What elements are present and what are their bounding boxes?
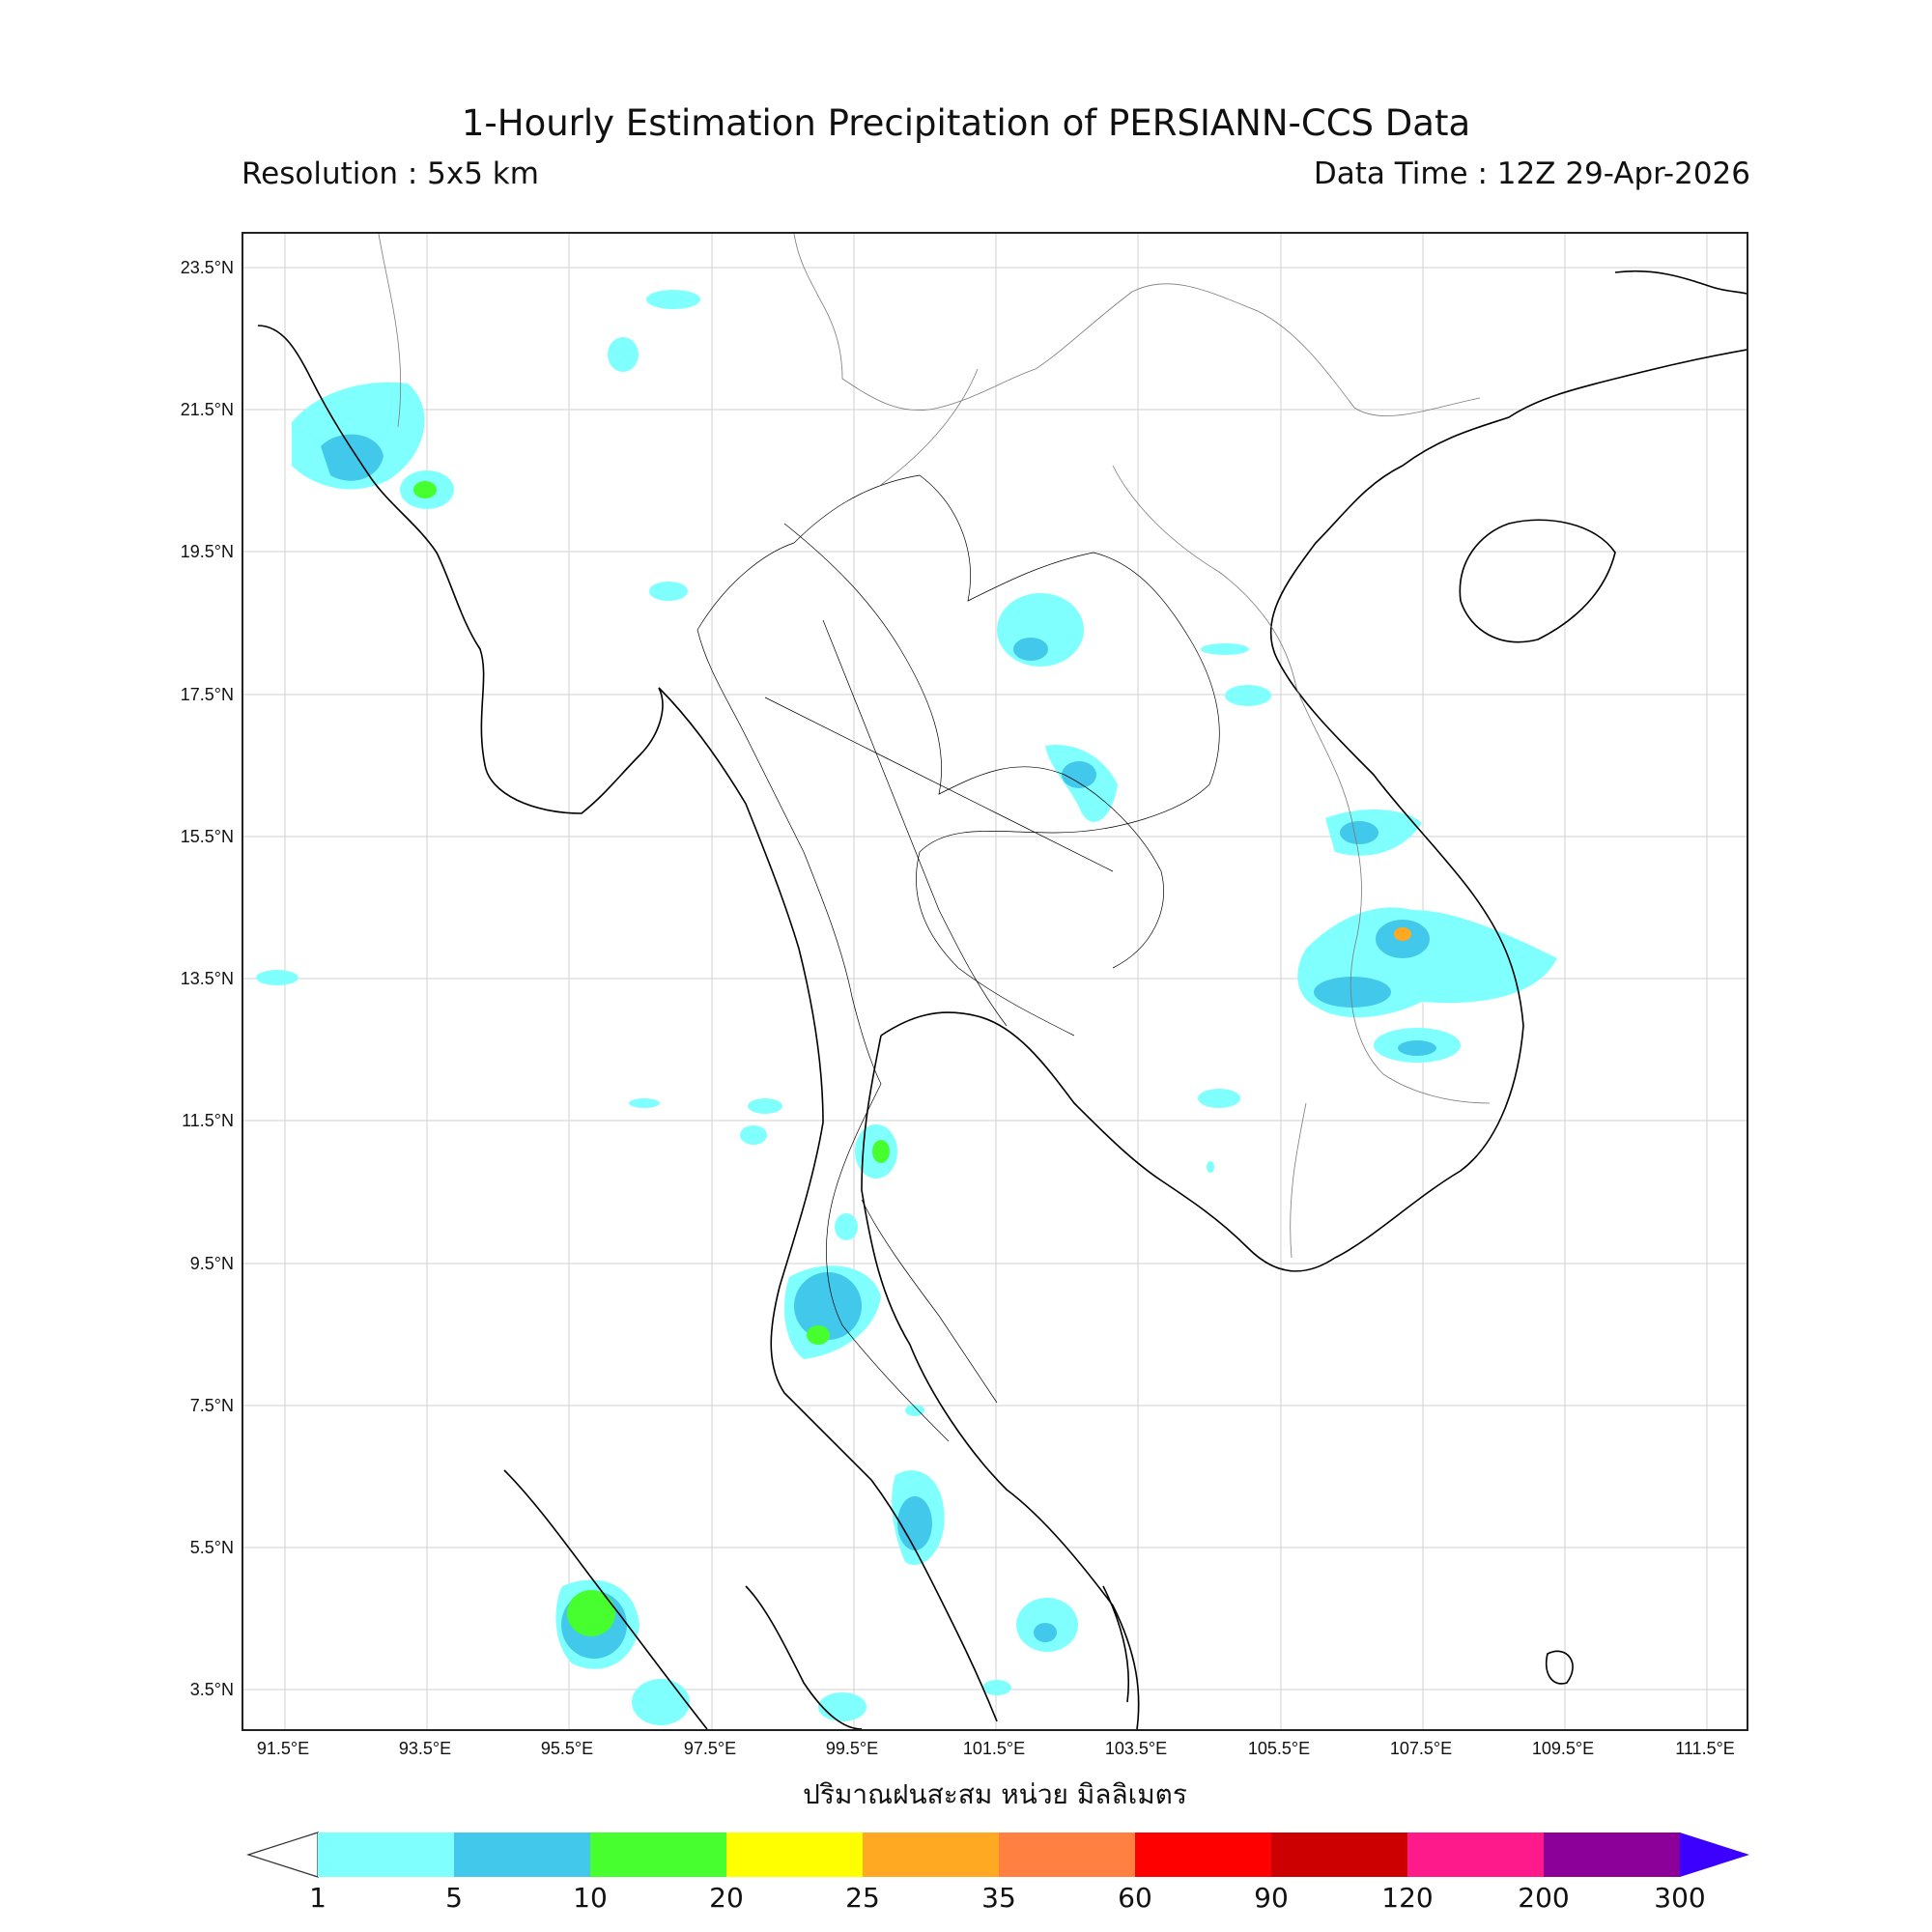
resolution-label: Resolution : 5x5 km: [242, 156, 539, 191]
graticule: [243, 234, 1747, 1729]
lon-tick: 107.5°E: [1389, 1739, 1453, 1758]
lon-tick: 109.5°E: [1531, 1739, 1595, 1758]
map-canvas: [243, 234, 1747, 1729]
map-area[interactable]: [242, 232, 1748, 1731]
colorbar-swatch: [999, 1833, 1135, 1877]
lat-tick: 15.5°N: [180, 827, 234, 846]
colorbar-under-arrow: [246, 1832, 319, 1878]
lon-tick: 97.5°E: [683, 1739, 737, 1758]
colorbar-label: 35: [981, 1882, 1016, 1914]
colorbar: [246, 1832, 1749, 1878]
map-title: 1-Hourly Estimation Precipitation of PER…: [461, 102, 1471, 144]
lat-tick: 21.5°N: [180, 400, 234, 419]
lat-tick: 9.5°N: [189, 1254, 234, 1273]
lon-tick: 99.5°E: [825, 1739, 879, 1758]
colorbar-label: 90: [1254, 1882, 1289, 1914]
colorbar-label: 10: [573, 1882, 608, 1914]
lon-tick: 101.5°E: [962, 1739, 1026, 1758]
colorbar-swatch: [1135, 1833, 1271, 1877]
lon-tick: 95.5°E: [540, 1739, 594, 1758]
colorbar-label: 200: [1518, 1882, 1570, 1914]
colorbar-swatch: [863, 1833, 999, 1877]
colorbar-label: 60: [1118, 1882, 1152, 1914]
country-borders: [378, 234, 1491, 1259]
colorbar-label: 5: [445, 1882, 463, 1914]
colorbar-swatch: [590, 1833, 726, 1877]
coastlines: [257, 270, 1747, 1729]
lat-tick: 11.5°N: [182, 1111, 234, 1130]
colorbar-swatch: [1407, 1833, 1544, 1877]
colorbar-swatch: [1271, 1833, 1407, 1877]
colorbar-swatch: [1544, 1833, 1680, 1877]
colorbar-label: 1: [309, 1882, 327, 1914]
colorbar-swatches: [318, 1833, 1680, 1877]
lon-tick: 111.5°E: [1675, 1739, 1735, 1758]
lon-tick: 91.5°E: [256, 1739, 310, 1758]
colorbar-swatch: [318, 1833, 454, 1877]
lat-tick: 5.5°N: [189, 1538, 234, 1557]
colorbar-label: 25: [845, 1882, 880, 1914]
colorbar-label: 20: [709, 1882, 744, 1914]
data-time-label: Data Time : 12Z 29-Apr-2026: [1313, 156, 1750, 191]
lat-tick: 7.5°N: [189, 1396, 234, 1415]
lon-tick: 93.5°E: [398, 1739, 452, 1758]
colorbar-label: 120: [1381, 1882, 1434, 1914]
lon-tick: 105.5°E: [1247, 1739, 1311, 1758]
lat-tick: 17.5°N: [180, 685, 234, 704]
lat-tick: 13.5°N: [180, 969, 234, 988]
precip-unit-label: ปริมาณฝนสะสม หน่วย มิลลิเมตร: [803, 1778, 1187, 1810]
admin-borders: [696, 474, 1220, 1442]
colorbar-over-arrow: [1680, 1833, 1749, 1877]
colorbar-swatch: [726, 1833, 863, 1877]
lon-tick: 103.5°E: [1104, 1739, 1168, 1758]
colorbar-label: 300: [1654, 1882, 1706, 1914]
precipitation-layer: [256, 290, 1557, 1725]
lat-tick: 19.5°N: [180, 542, 234, 561]
lat-tick: 3.5°N: [189, 1680, 234, 1699]
lat-tick: 23.5°N: [180, 258, 234, 277]
colorbar-swatch: [454, 1833, 590, 1877]
